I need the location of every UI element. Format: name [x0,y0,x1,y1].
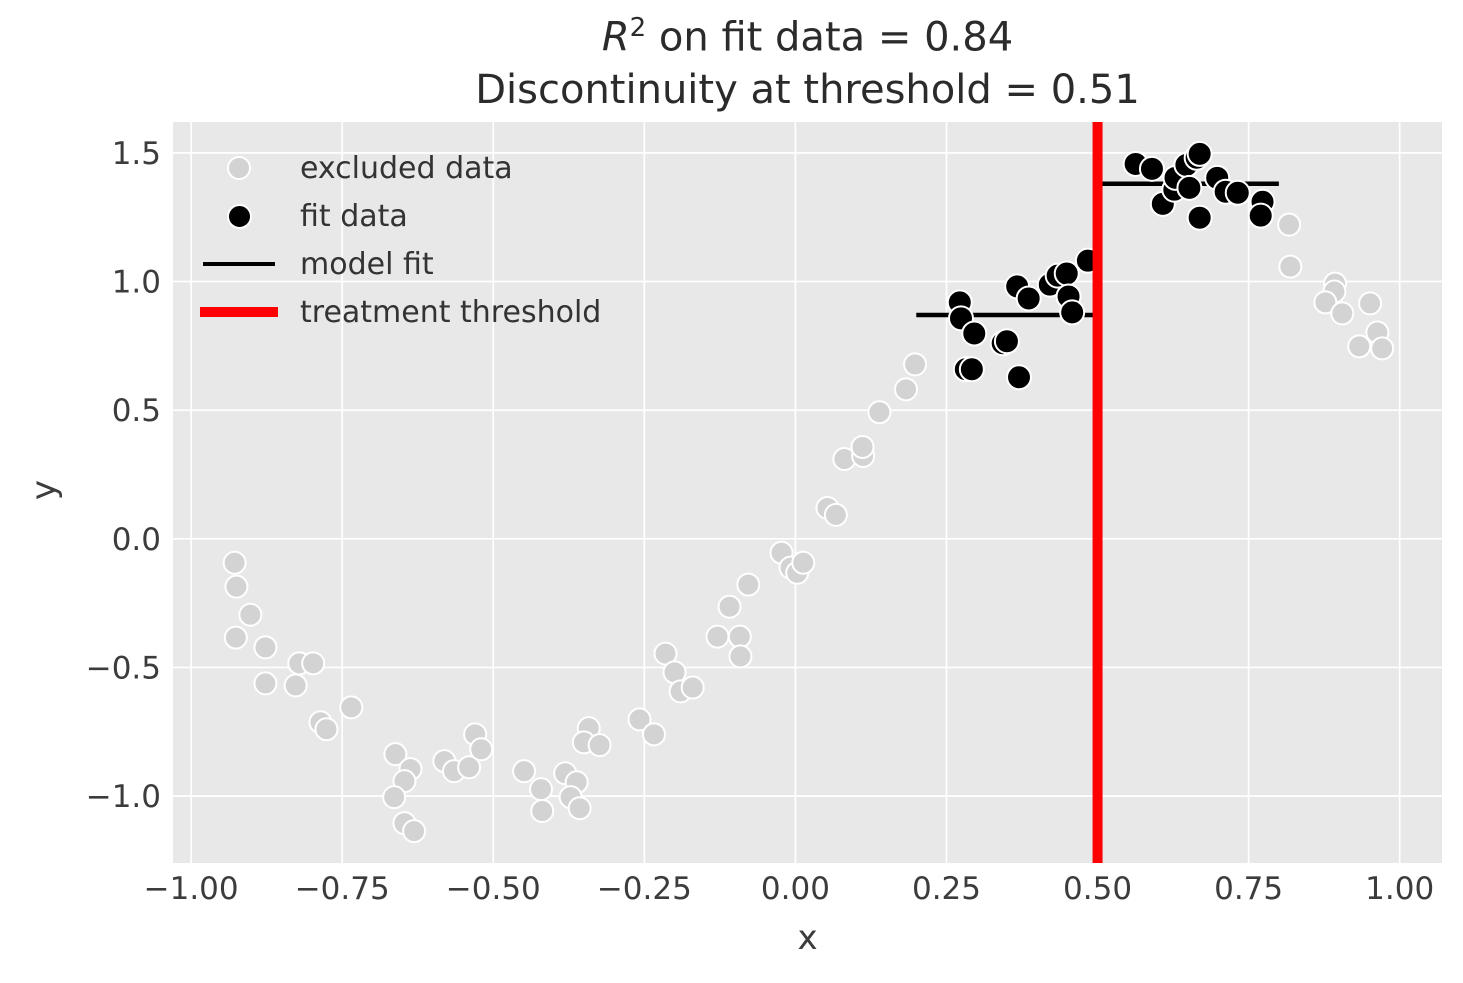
legend-item-model-fit: model fit [199,240,601,288]
chart-title-line1: R2 on fit data = 0.84 [173,2,1442,64]
excluded-data-point [893,377,918,402]
fit-data-point [1176,174,1203,201]
excluded-data-point [457,755,482,780]
legend-item-fit-data: fit data [199,192,601,240]
excluded-data-point [587,733,612,758]
excluded-data-point [791,550,816,575]
legend-item-treatment-threshold: treatment threshold [199,288,601,336]
fit-data-point [1059,299,1086,326]
chart-title-line2: Discontinuity at threshold = 0.51 [475,67,1140,114]
x-axis-label: x [797,918,818,958]
legend-label: model fit [300,246,434,282]
fit-data-point [993,328,1020,355]
excluded-data-point [222,550,247,575]
excluded-data-point [1370,336,1395,361]
fit-data-point [1186,204,1213,231]
excluded-data-point [728,644,753,669]
excluded-data-point [383,742,408,767]
excluded-data-point [717,594,742,619]
r-symbol: R [601,14,630,61]
excluded-data-marker-icon [227,156,251,180]
fit-data-point [1247,202,1274,229]
excluded-data-point [867,400,892,425]
fit-data-marker-icon [226,203,252,229]
legend: excluded data fit data model fit treatme… [199,144,601,336]
fit-data-point [1224,179,1251,206]
excluded-data-point [1278,254,1303,279]
excluded-data-point [1277,212,1302,237]
legend-item-excluded-data: excluded data [199,144,601,192]
excluded-data-point [1347,334,1372,359]
y-tick-label: 0.5 [112,393,161,429]
excluded-data-point [823,502,848,527]
legend-label: treatment threshold [300,294,602,330]
chart-title: R2 on fit data = 0.84 Discontinuity at t… [173,2,1442,117]
x-tick-label: −0.75 [295,871,390,907]
excluded-data-point [314,717,339,742]
y-tick-label: −0.5 [86,650,161,686]
excluded-data-point [253,671,278,696]
y-tick-label: 0.0 [112,522,161,558]
fit-data-point [1015,285,1042,312]
excluded-data-point [512,759,537,784]
excluded-data-point [382,785,407,810]
excluded-data-point [283,673,308,698]
excluded-data-point [301,651,326,676]
fit-data-point [961,320,988,347]
excluded-data-point [1313,290,1338,315]
excluded-data-point [1330,301,1355,326]
excluded-data-point [642,722,667,747]
fit-data-point [958,356,985,383]
excluded-data-point [253,635,278,660]
y-tick-label: −1.0 [86,779,161,815]
excluded-data-point [402,819,427,844]
excluded-data-point [224,574,249,599]
r-superscript: 2 [629,13,647,43]
legend-label: excluded data [300,150,513,186]
excluded-data-point [339,695,364,720]
x-tick-label: 0.00 [761,871,830,907]
legend-label: fit data [300,198,408,234]
fit-data-point [1006,364,1032,391]
y-tick-label: 1.5 [112,136,161,172]
excluded-data-point [736,572,761,597]
excluded-data-point [469,737,494,762]
excluded-data-point [627,707,652,732]
model-fit-line-icon [203,262,275,266]
excluded-data-point [680,675,705,700]
excluded-data-point [727,624,752,649]
excluded-data-point [1358,291,1383,316]
excluded-data-point [850,434,875,459]
excluded-data-point [223,625,248,650]
excluded-data-point [567,796,592,821]
x-tick-label: −0.25 [597,871,692,907]
excluded-data-point [529,777,554,802]
fit-data-point [1186,140,1213,167]
x-tick-label: 0.25 [912,871,981,907]
plot-background [173,122,1442,863]
x-tick-label: −1.00 [144,871,239,907]
fit-data-point [1053,260,1080,287]
x-tick-label: −0.50 [446,871,541,907]
excluded-data-point [530,799,555,824]
treatment-threshold-line-icon [200,307,278,317]
x-tick-label: 1.00 [1365,871,1434,907]
excluded-data-point [238,602,263,627]
x-tick-label: 0.75 [1214,871,1283,907]
fit-data-point [1138,155,1165,182]
x-tick-label: 0.50 [1063,871,1132,907]
y-axis-label: y [24,479,64,501]
excluded-data-point [705,624,730,649]
excluded-data-point [903,352,928,377]
y-tick-label: 1.0 [112,265,161,301]
title-line1-text: on fit data = 0.84 [646,14,1014,61]
